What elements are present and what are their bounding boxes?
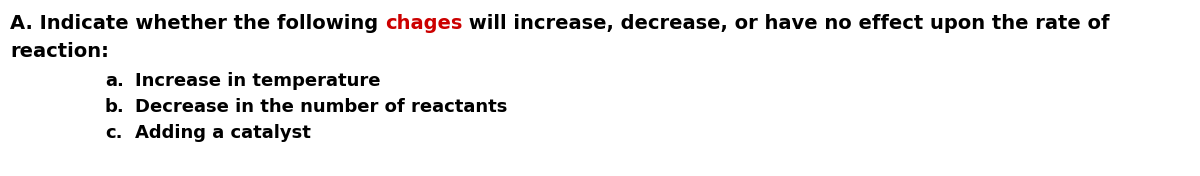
Text: a.: a. (106, 72, 124, 90)
Text: Increase in temperature: Increase in temperature (134, 72, 380, 90)
Text: reaction:: reaction: (10, 42, 109, 61)
Text: A. Indicate whether the following: A. Indicate whether the following (10, 14, 385, 33)
Text: chages: chages (385, 14, 462, 33)
Text: Decrease in the number of reactants: Decrease in the number of reactants (134, 98, 508, 116)
Text: c.: c. (106, 124, 122, 142)
Text: will increase, decrease, or have no effect upon the rate of: will increase, decrease, or have no effe… (462, 14, 1110, 33)
Text: b.: b. (106, 98, 125, 116)
Text: Adding a catalyst: Adding a catalyst (134, 124, 311, 142)
